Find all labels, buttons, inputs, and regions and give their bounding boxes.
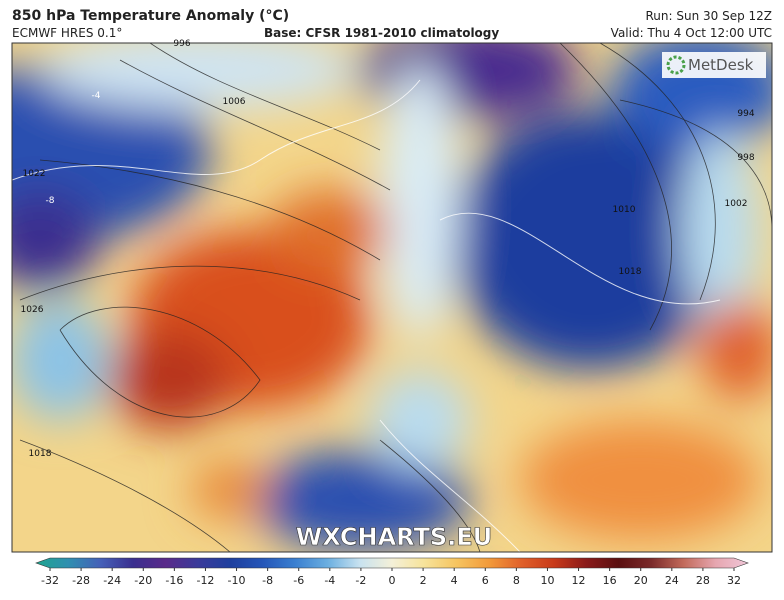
anomaly-field bbox=[12, 43, 772, 552]
colorbar-tick-label: 8 bbox=[513, 574, 520, 587]
colorbar-bar bbox=[35, 557, 749, 569]
colorbar-tick-label: 2 bbox=[420, 574, 427, 587]
run: Run: Sun 30 Sep 12Z bbox=[645, 9, 772, 23]
colorbar-tick-label: 16 bbox=[603, 574, 617, 587]
colorbar-tick-label: -10 bbox=[228, 574, 246, 587]
colorbar-tick-label: 20 bbox=[634, 574, 648, 587]
colorbar: -32 -28 -24 -20 -16 -12 -10 -8 -6 -4 -2 0 2 4 6 8 10 12 16… bbox=[35, 557, 749, 587]
isobar-label: 1018 bbox=[619, 267, 642, 277]
isobar-label: 1006 bbox=[223, 97, 246, 107]
colorbar-tick-label: -6 bbox=[293, 574, 304, 587]
isobar-label: 1026 bbox=[21, 305, 44, 315]
logo-icon bbox=[666, 55, 686, 75]
isobars bbox=[19, 43, 772, 552]
anomaly-contours bbox=[12, 79, 721, 552]
contour-label: -4 bbox=[92, 91, 101, 101]
colorbar-tick-label: 6 bbox=[482, 574, 489, 587]
colorbar-tick-label: -8 bbox=[262, 574, 273, 587]
logo: MetDesk bbox=[688, 56, 754, 74]
colorbar-tick-label: 28 bbox=[696, 574, 710, 587]
isobar-label: 1010 bbox=[613, 205, 636, 215]
isobar-label: 994 bbox=[737, 109, 754, 119]
isobar-label: 998 bbox=[737, 153, 754, 163]
base: Base: CFSR 1981-2010 climatology bbox=[264, 26, 500, 40]
colorbar-tick-label: 24 bbox=[665, 574, 679, 587]
watermark: WXCHARTS.EU bbox=[296, 523, 492, 551]
colorbar-tick-label: 4 bbox=[451, 574, 458, 587]
colorbar-tick-label: -4 bbox=[324, 574, 335, 587]
colorbar-tick-label: -12 bbox=[196, 574, 214, 587]
map-frame bbox=[11, 42, 773, 553]
colorbar-tick-label: -2 bbox=[355, 574, 366, 587]
colorbar-tick-label: -32 bbox=[41, 574, 59, 587]
contour-label: -8 bbox=[46, 196, 55, 206]
colorbar-tick-label: 10 bbox=[540, 574, 554, 587]
colorbar-tick-label: 0 bbox=[389, 574, 396, 587]
isobar-label: 1022 bbox=[23, 169, 46, 179]
isobar-label: 1002 bbox=[725, 199, 748, 209]
colorbar-tick-label: -16 bbox=[165, 574, 183, 587]
colorbar-tick-label: -20 bbox=[134, 574, 152, 587]
title: 850 hPa Temperature Anomaly (°C) bbox=[12, 8, 290, 24]
isobar-label: 1018 bbox=[29, 449, 52, 459]
model: ECMWF HRES 0.1° bbox=[12, 26, 123, 40]
colorbar-tick-label: 32 bbox=[727, 574, 741, 587]
valid: Valid: Thu 4 Oct 12:00 UTC bbox=[610, 26, 772, 40]
isobar-label: 996 bbox=[173, 39, 190, 49]
colorbar-tick-label: -28 bbox=[72, 574, 90, 587]
colorbar-tick-label: -24 bbox=[103, 574, 121, 587]
colorbar-tick-label: 12 bbox=[572, 574, 586, 587]
